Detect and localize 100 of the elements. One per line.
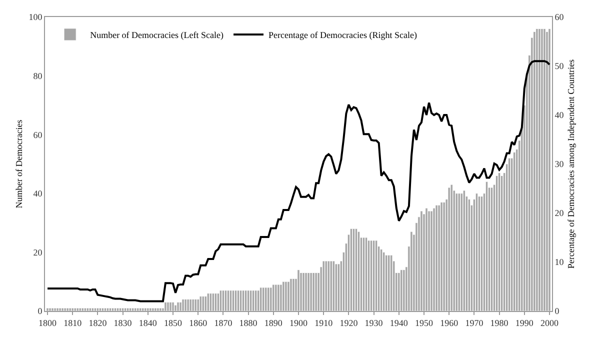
bar	[432, 208, 436, 311]
legend-label: Percentage of Democracies (Right Scale)	[268, 30, 417, 40]
x-tick-label: 1910	[314, 318, 334, 328]
bar	[272, 284, 275, 311]
bar	[176, 302, 180, 311]
bar	[490, 187, 494, 311]
bar	[194, 299, 197, 311]
bar	[540, 28, 544, 311]
bar	[284, 281, 288, 311]
bar	[186, 299, 190, 311]
bar	[156, 308, 160, 311]
legend-label: Number of Democracies (Left Scale)	[90, 30, 224, 40]
bar	[460, 193, 463, 311]
bar	[146, 308, 150, 311]
bar	[410, 231, 413, 311]
y2-axis-title: Percentage of Democracies among Independent Countries	[566, 58, 576, 269]
x-tick-label: 1930	[364, 318, 384, 328]
bar	[462, 190, 466, 311]
bar	[368, 240, 370, 311]
bar	[219, 290, 222, 311]
bar	[388, 254, 390, 311]
x-tick-label: 1980	[490, 318, 509, 328]
bar	[400, 270, 403, 311]
bar	[468, 199, 470, 311]
bar	[270, 287, 272, 311]
bar	[297, 270, 300, 311]
x-tick-label: 1850	[164, 318, 182, 328]
bar	[310, 272, 312, 311]
bar	[442, 202, 446, 311]
bar	[112, 308, 114, 311]
bar	[455, 193, 458, 311]
bar	[232, 290, 235, 311]
bar	[134, 308, 137, 311]
y-tick-label: 60	[33, 130, 43, 140]
bar	[250, 290, 252, 311]
x-tick-label: 1880	[239, 318, 258, 328]
bar	[101, 308, 104, 311]
bar	[242, 290, 245, 311]
bar	[124, 308, 127, 311]
x-tick-label: 1860	[189, 318, 208, 328]
x-tick-label: 1950	[415, 318, 434, 328]
bar	[182, 299, 184, 311]
bar	[216, 293, 220, 311]
x-tick-label: 1840	[138, 318, 158, 328]
bar	[385, 254, 388, 311]
bar	[337, 264, 340, 311]
y-tick-label: 20	[33, 247, 43, 258]
bar	[440, 202, 443, 311]
bar	[172, 302, 174, 311]
bar	[224, 290, 227, 311]
bar	[274, 284, 278, 311]
bar	[184, 299, 187, 311]
bar	[144, 308, 147, 311]
bar	[126, 308, 130, 311]
x-tick-label: 1820	[88, 318, 108, 328]
bar	[438, 204, 440, 311]
bar	[114, 308, 117, 311]
bar	[485, 181, 488, 311]
bar	[229, 290, 232, 311]
bar	[61, 308, 64, 311]
bar	[189, 299, 192, 311]
bar	[304, 272, 308, 311]
bar	[84, 308, 86, 311]
bar	[450, 184, 453, 311]
bar	[179, 302, 182, 311]
bar	[222, 290, 224, 311]
bar	[354, 228, 358, 311]
bar	[164, 302, 167, 311]
bar	[327, 260, 330, 311]
bar	[330, 260, 332, 311]
bar	[136, 308, 140, 311]
bar	[66, 308, 69, 311]
y-tick-label: 100	[28, 12, 43, 22]
bar	[548, 28, 551, 311]
bar	[546, 32, 548, 311]
bar	[240, 290, 242, 311]
bar	[350, 228, 352, 311]
bar	[496, 176, 498, 311]
bar	[206, 293, 210, 311]
bar	[46, 308, 49, 311]
bar	[116, 308, 120, 311]
bar	[199, 296, 202, 311]
bar	[370, 240, 373, 311]
bar	[94, 308, 96, 311]
bar	[314, 272, 318, 311]
x-tick-label: 1810	[64, 318, 82, 328]
bar	[192, 299, 194, 311]
bar	[533, 32, 536, 311]
y-tick-label: 0	[38, 306, 43, 316]
bar	[169, 302, 172, 311]
bar	[237, 290, 240, 311]
bar	[106, 308, 110, 311]
bar	[132, 308, 134, 311]
y2-tick-label: 40	[554, 110, 564, 120]
bar	[365, 237, 368, 311]
y-tick-label: 80	[33, 70, 43, 81]
bar	[448, 187, 450, 311]
x-tick-label: 1830	[114, 318, 132, 328]
bar	[428, 210, 430, 311]
bar	[352, 228, 355, 311]
